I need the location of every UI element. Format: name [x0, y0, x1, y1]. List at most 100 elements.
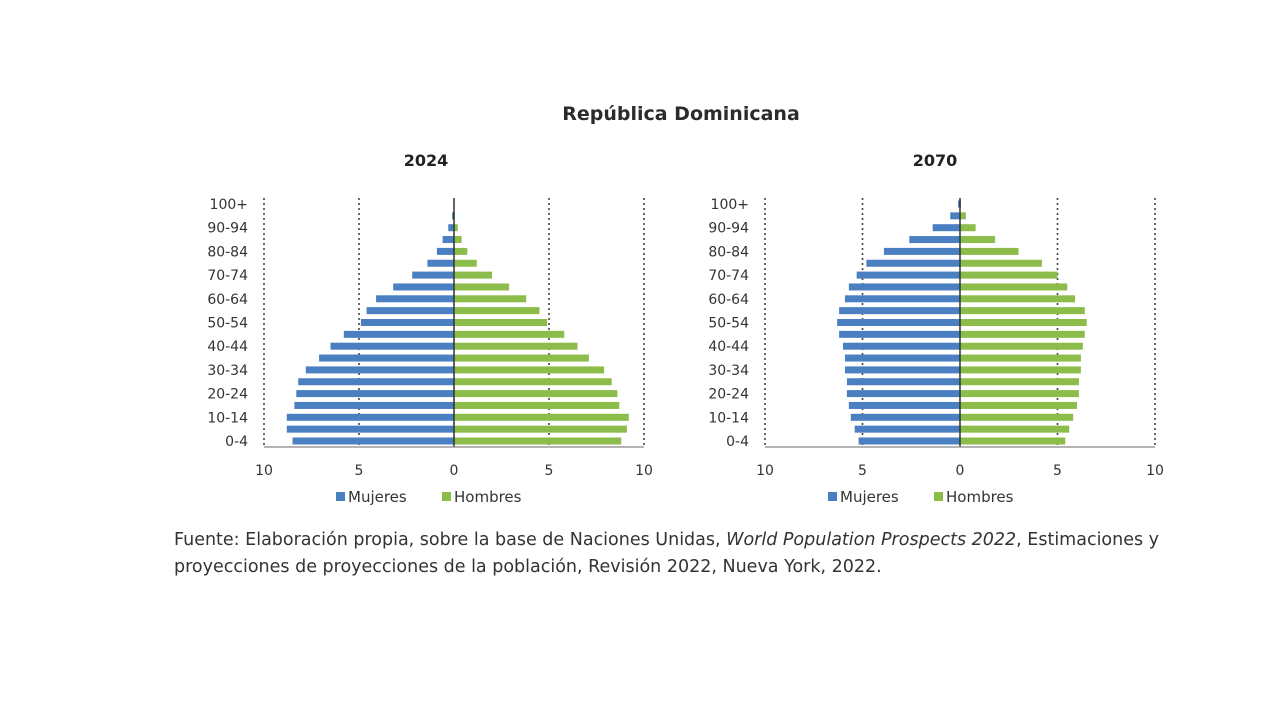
main-title: República Dominicana [562, 103, 800, 125]
bar-mujeres-10-14 [286, 413, 454, 421]
bar-hombres-90-94 [960, 224, 976, 232]
bar-hombres-40-44 [454, 342, 578, 350]
bar-hombres-55-59 [960, 307, 1085, 315]
bar-hombres-80-84 [960, 247, 1019, 255]
bar-mujeres-15-19 [294, 401, 454, 409]
bar-hombres-60-64 [454, 295, 527, 303]
bar-mujeres-15-19 [848, 401, 960, 409]
x-tick-label: 5 [1053, 463, 1062, 479]
bar-mujeres-10-14 [850, 413, 960, 421]
bar-hombres-85-89 [960, 236, 996, 244]
bar-mujeres-45-49 [839, 330, 960, 338]
bar-mujeres-80-84 [436, 247, 454, 255]
bar-hombres-0-4 [454, 437, 622, 445]
bar-hombres-95-99 [960, 212, 966, 220]
bar-mujeres-85-89 [909, 236, 960, 244]
bar-hombres-20-24 [454, 390, 618, 398]
y-tick-label: 50-54 [207, 316, 248, 332]
y-tick-label: 40-44 [708, 339, 749, 355]
legend-label-mujeres: Mujeres [348, 488, 407, 506]
bar-mujeres-65-69 [848, 283, 960, 291]
bar-hombres-25-29 [454, 378, 612, 386]
x-tick-label: 0 [956, 463, 965, 479]
bar-mujeres-0-4 [858, 437, 960, 445]
bar-hombres-15-19 [960, 401, 1077, 409]
bar-mujeres-75-79 [427, 259, 454, 267]
bar-mujeres-30-34 [844, 366, 960, 374]
bar-mujeres-35-39 [844, 354, 960, 362]
bar-hombres-35-39 [960, 354, 1081, 362]
bar-hombres-85-89 [454, 236, 462, 244]
pyramid-panel-2070: 2070 0-4 10-14 20-24 30-34 40-44 50-54 60-64 70-… [708, 151, 1164, 506]
bar-hombres-10-14 [454, 413, 629, 421]
bar-mujeres-60-64 [376, 295, 454, 303]
y-tick-label: 80-84 [207, 244, 248, 260]
bar-hombres-45-49 [960, 330, 1085, 338]
y-tick-label: 70-74 [207, 268, 248, 284]
bar-hombres-90-94 [454, 224, 458, 232]
legend-label-mujeres: Mujeres [840, 488, 899, 506]
bar-mujeres-90-94 [448, 224, 454, 232]
legend-swatch-mujeres [336, 492, 345, 501]
legend-swatch-mujeres [828, 492, 837, 501]
bar-hombres-0-4 [960, 437, 1066, 445]
x-tick-label: 10 [756, 463, 774, 479]
bar-hombres-75-79 [960, 259, 1042, 267]
y-tick-label: 90-94 [708, 221, 749, 237]
legend-label-hombres: Hombres [454, 488, 522, 506]
bar-hombres-50-54 [960, 319, 1087, 326]
bar-mujeres-25-29 [846, 378, 960, 386]
bar-mujeres-65-69 [393, 283, 454, 291]
bar-hombres-40-44 [960, 342, 1083, 350]
bar-hombres-70-74 [454, 271, 492, 279]
bar-mujeres-60-64 [844, 295, 960, 303]
y-tick-label: 10-14 [708, 410, 749, 426]
bar-hombres-65-69 [454, 283, 510, 291]
source-note: Fuente: Elaboración propia, sobre la bas… [174, 527, 1234, 581]
bar-hombres-45-49 [454, 330, 565, 338]
bar-mujeres-20-24 [296, 390, 454, 398]
bar-mujeres-90-94 [932, 224, 960, 232]
bar-mujeres-70-74 [856, 271, 960, 279]
source-prefix: Fuente: Elaboración propia, sobre la bas… [174, 530, 727, 550]
bar-mujeres-80-84 [883, 247, 960, 255]
x-tick-label: 10 [635, 463, 653, 479]
bar-hombres-5-9 [454, 425, 627, 433]
source-italic: World Population Prospects 2022 [726, 530, 1017, 550]
bar-hombres-10-14 [960, 413, 1074, 421]
x-tick-label: 5 [355, 463, 364, 479]
bar-mujeres-55-59 [366, 307, 454, 315]
population-pyramids-chart: 2024 0-4 10-14 20-24 30-34 40-44 50-54 60-64 70-… [207, 151, 1164, 506]
bar-mujeres-20-24 [846, 390, 960, 398]
x-tick-label: 5 [858, 463, 867, 479]
y-tick-label: 20-24 [207, 387, 248, 403]
bar-hombres-50-54 [454, 319, 548, 326]
y-tick-label: 60-64 [207, 292, 248, 308]
bar-hombres-30-34 [454, 366, 605, 374]
bar-mujeres-5-9 [854, 425, 960, 433]
chart-title: 2024 [404, 151, 449, 170]
bar-mujeres-70-74 [412, 271, 454, 279]
y-tick-label: 0-4 [726, 434, 749, 450]
bar-mujeres-55-59 [839, 307, 960, 315]
bar-mujeres-5-9 [286, 425, 454, 433]
bar-hombres-20-24 [960, 390, 1079, 398]
y-tick-label: 70-74 [708, 268, 749, 284]
bar-hombres-80-84 [454, 247, 468, 255]
source-suffix: , Estimaciones y proyecciones de proyecc… [174, 530, 1160, 577]
bar-mujeres-75-79 [866, 259, 960, 267]
y-tick-label: 40-44 [207, 339, 248, 355]
pyramid-panel-2024: 2024 0-4 10-14 20-24 30-34 40-44 50-54 60-64 70-… [207, 151, 653, 506]
bar-mujeres-50-54 [837, 319, 960, 326]
bar-mujeres-45-49 [343, 330, 454, 338]
bar-hombres-35-39 [454, 354, 589, 362]
bar-hombres-25-29 [960, 378, 1079, 386]
bar-mujeres-40-44 [843, 342, 960, 350]
bar-hombres-30-34 [960, 366, 1081, 374]
y-tick-label: 20-24 [708, 387, 749, 403]
legend-swatch-hombres [934, 492, 943, 501]
legend-swatch-hombres [442, 492, 451, 501]
bar-hombres-70-74 [960, 271, 1058, 279]
bar-hombres-65-69 [960, 283, 1068, 291]
bar-mujeres-50-54 [360, 319, 454, 326]
